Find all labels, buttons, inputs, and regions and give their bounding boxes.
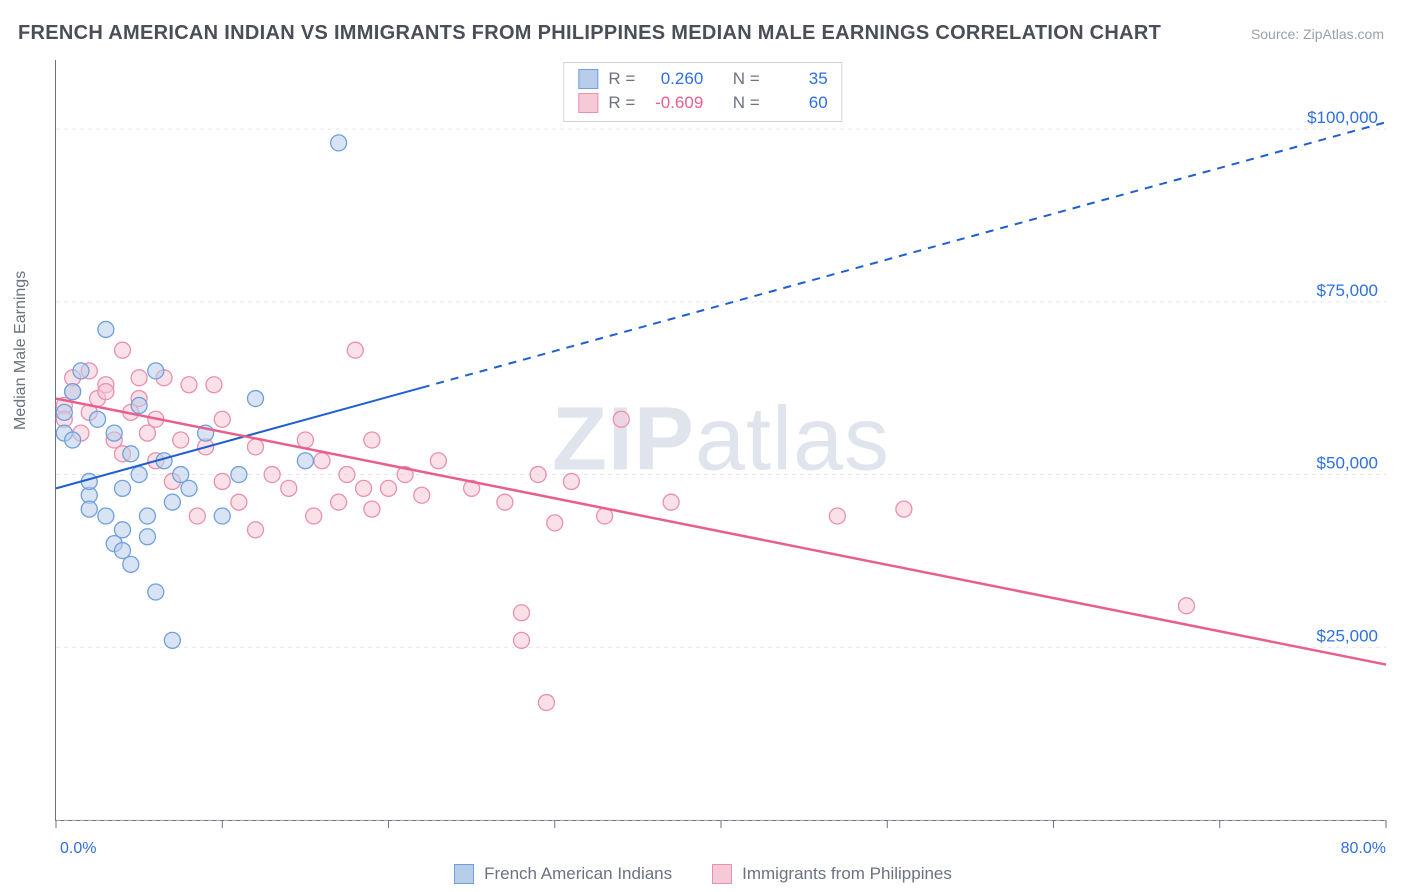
y-axis-label: Median Male Earnings [12,271,30,430]
legend-item-label-1: French American Indians [484,864,672,884]
legend-row-1: R = 0.260 N = 35 [578,67,827,91]
svg-text:$75,000: $75,000 [1317,281,1378,300]
legend-item-1: French American Indians [454,864,672,884]
source-attribution: Source: ZipAtlas.com [1251,26,1384,42]
svg-text:$25,000: $25,000 [1317,626,1378,645]
x-axis-min-label: 0.0% [60,840,96,858]
r-value-2: -0.609 [645,91,703,115]
chart-title: FRENCH AMERICAN INDIAN VS IMMIGRANTS FRO… [18,22,1161,45]
r-label: R = [608,91,635,115]
n-label: N = [733,67,760,91]
svg-text:$50,000: $50,000 [1317,454,1378,473]
plot-area: ZIPatlas $25,000$50,000$75,000$100,000 [55,60,1386,821]
legend-item-swatch-1 [454,864,474,884]
legend-swatch-2 [578,93,598,113]
chart-svg: $25,000 $50,000 $75,000 $100,000 [56,60,1386,820]
n-label: N = [733,91,760,115]
legend-item-swatch-2 [712,864,732,884]
series-legend: French American Indians Immigrants from … [0,864,1406,884]
legend-row-2: R = -0.609 N = 60 [578,91,827,115]
r-label: R = [608,67,635,91]
x-axis-max-label: 80.0% [1341,840,1386,858]
svg-text:$100,000: $100,000 [1307,108,1378,127]
legend-swatch-1 [578,69,598,89]
legend-item-2: Immigrants from Philippines [712,864,952,884]
n-value-1: 35 [770,67,828,91]
legend-item-label-2: Immigrants from Philippines [742,864,952,884]
r-value-1: 0.260 [645,67,703,91]
n-value-2: 60 [770,91,828,115]
correlation-legend: R = 0.260 N = 35 R = -0.609 N = 60 [563,62,842,122]
